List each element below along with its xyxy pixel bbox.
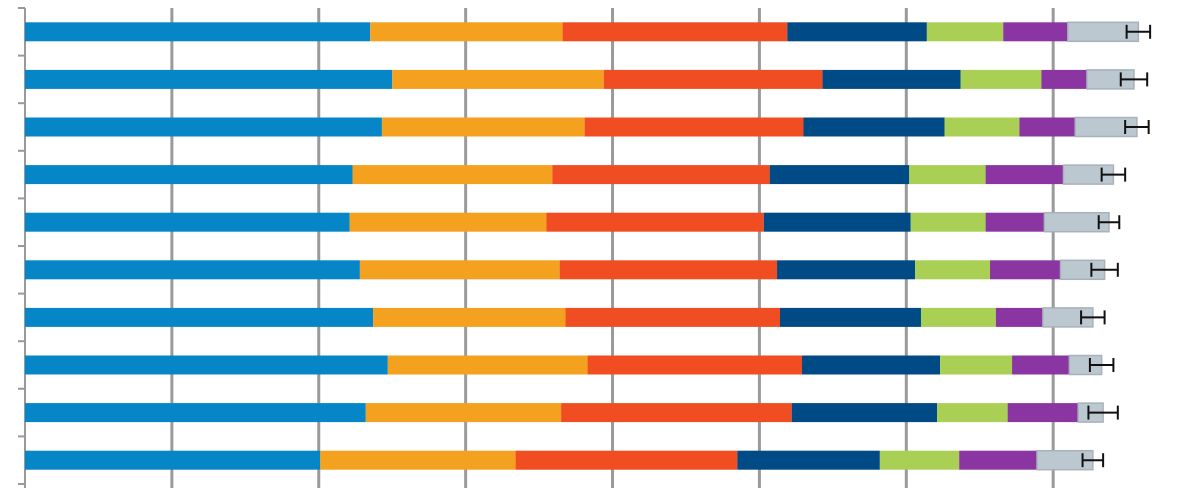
bar-segment-row1-series4: [960, 69, 1042, 89]
bar-segment-row9-series4: [879, 450, 960, 470]
bar-segment-row0-series1: [370, 22, 563, 42]
bar-segment-row9-series3: [737, 450, 880, 470]
bar-segment-row9-series1: [320, 450, 516, 470]
bar-segment-row5-series4: [915, 260, 991, 280]
bar-segment-row0-series5: [1003, 22, 1068, 42]
bar-segment-row2-series0: [25, 117, 382, 137]
bar-segment-row7-series1: [387, 355, 588, 375]
bar-segment-row1-series5: [1041, 69, 1087, 89]
bar-segment-row7-series2: [587, 355, 803, 375]
bar-segment-row8-series5: [1007, 403, 1079, 423]
bar-segment-row7-series4: [940, 355, 1013, 375]
bar-segment-row2-series2: [584, 117, 804, 137]
bar-segment-row4-series2: [546, 212, 764, 232]
bar-segment-row7-series5: [1012, 355, 1070, 375]
bar-segment-row2-series5: [1019, 117, 1076, 137]
bar-segment-row1-series3: [822, 69, 961, 89]
bar-segment-row4-series4: [910, 212, 986, 232]
bar-segment-row8-series0: [25, 403, 366, 423]
bar-segment-row6-series4: [920, 307, 996, 327]
bar-segment-row3-series2: [552, 165, 770, 185]
bar-segment-row8-series1: [365, 403, 562, 423]
bar-segment-row6-series1: [373, 307, 566, 327]
bar-segment-row1-series2: [603, 69, 823, 89]
bar-segment-row4-series0: [25, 212, 350, 232]
bar-segment-row5-series1: [359, 260, 560, 280]
bar-segment-row4-series1: [349, 212, 547, 232]
bar-segment-row4-series5: [985, 212, 1045, 232]
bar-segment-row8-series3: [791, 403, 938, 423]
bar-segment-row0-series3: [787, 22, 927, 42]
bar-segment-row7-series0: [25, 355, 388, 375]
bar-segment-row1-series0: [25, 69, 393, 89]
bar-segment-row3-series0: [25, 165, 353, 185]
bar-segment-row5-series5: [990, 260, 1061, 280]
bar-segment-row1-series1: [392, 69, 604, 89]
bar-segment-row9-series0: [25, 450, 321, 470]
bar-segment-row7-series3: [802, 355, 941, 375]
bar-segment-row5-series0: [25, 260, 360, 280]
bar-segment-row3-series4: [909, 165, 986, 185]
bar-segment-row3-series5: [985, 165, 1064, 185]
bar-segment-row5-series3: [777, 260, 916, 280]
bar-segment-row3-series3: [769, 165, 910, 185]
bar-segment-row9-series2: [515, 450, 738, 470]
bar-segment-row8-series2: [561, 403, 792, 423]
bar-segment-row6-series2: [565, 307, 780, 327]
bar-segment-row4-series3: [763, 212, 911, 232]
bar-segment-row6-series3: [779, 307, 921, 327]
bar-segment-row5-series2: [559, 260, 778, 280]
bar-segment-row0-series4: [926, 22, 1004, 42]
bar-segment-row0-series0: [25, 22, 371, 42]
bar-segment-row2-series4: [944, 117, 1020, 137]
bar-segment-row0-series2: [562, 22, 788, 42]
bar-segment-row6-series0: [25, 307, 374, 327]
bar-segment-row2-series1: [381, 117, 585, 137]
bar-segment-row6-series5: [995, 307, 1043, 327]
bar-segment-row2-series3: [803, 117, 945, 137]
bar-segment-row3-series1: [352, 165, 553, 185]
bar-segment-row8-series4: [937, 403, 1008, 423]
bar-segment-row9-series5: [959, 450, 1038, 470]
